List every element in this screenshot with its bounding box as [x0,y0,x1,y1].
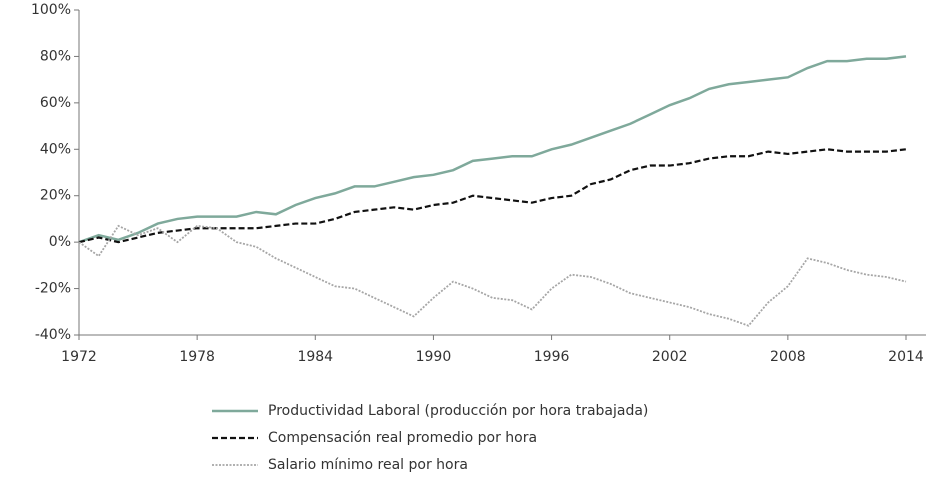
y-tick-label: -40% [35,327,71,343]
y-tick-label: 100% [31,2,71,18]
y-tick-label: 80% [40,48,71,64]
x-tick-label: 2008 [770,349,806,365]
y-tick-label: 0% [49,234,71,250]
legend-label: Salario mínimo real por hora [268,457,468,473]
y-tick-label: 20% [40,188,71,204]
y-tick-label: -20% [35,281,71,297]
x-tick-label: 1978 [179,349,215,365]
x-tick-label: 1990 [416,349,452,365]
series-line [78,55,907,244]
x-tick-label: 1984 [297,349,333,365]
x-tick-label: 2002 [652,349,688,365]
x-tick-label: 2014 [888,349,924,365]
x-tick-label: 1972 [61,349,97,365]
y-tick-label: 40% [40,141,71,157]
legend-label: Productividad Laboral (producción por ho… [268,403,648,419]
series-line [78,224,907,327]
series-line [78,148,907,244]
y-tick-label: 60% [40,95,71,111]
x-tick-label: 1996 [534,349,570,365]
legend-label: Compensación real promedio por hora [268,430,537,446]
